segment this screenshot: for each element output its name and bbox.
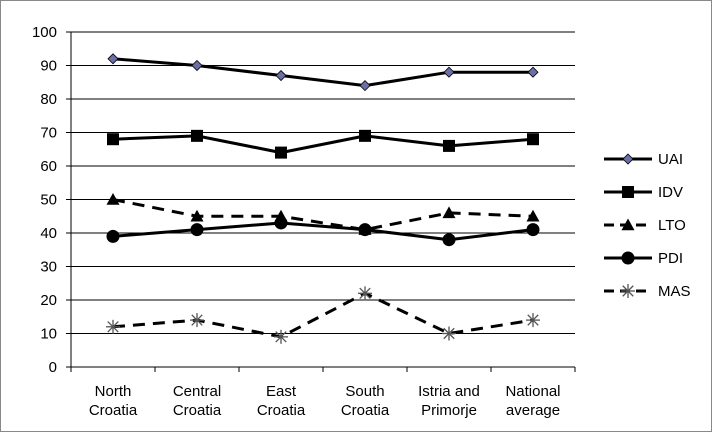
legend-item-idv: IDV <box>604 184 683 201</box>
legend-item-mas: MAS <box>604 283 691 300</box>
data-point-lto <box>442 206 456 219</box>
data-point-lto <box>190 209 204 222</box>
data-point-mas <box>106 319 120 334</box>
x-category-label-line: South <box>345 383 384 400</box>
x-category-label-line: East <box>266 383 297 400</box>
data-point-idv <box>359 129 371 142</box>
data-point-idv <box>107 133 119 146</box>
x-category-label-line: Croatia <box>89 402 138 419</box>
data-point-mas <box>526 313 540 328</box>
data-point-uai <box>527 66 539 78</box>
y-tick-label: 40 <box>40 225 57 242</box>
data-point-pdi <box>106 229 120 243</box>
data-point-pdi <box>358 223 372 237</box>
data-point-uai <box>443 66 455 78</box>
data-point-idv <box>527 133 539 146</box>
x-category-label: Istria and Primorje <box>418 383 480 419</box>
x-category-label-line: Primorje <box>421 402 477 419</box>
y-tick-label: 50 <box>40 192 57 209</box>
x-category-label-line: National <box>505 383 560 400</box>
data-point-pdi <box>526 223 540 237</box>
x-category-label-line: Central <box>173 383 221 400</box>
series-line-idv <box>112 134 534 155</box>
legend-item-uai: UAI <box>604 151 683 168</box>
legend-marker-uai <box>622 153 634 165</box>
data-point-uai <box>191 59 203 72</box>
series-mas <box>106 286 540 344</box>
data-point-mas <box>274 329 288 344</box>
x-category-label: South Croatia <box>341 383 390 419</box>
data-point-pdi <box>190 223 204 237</box>
series-line-mas <box>112 291 534 339</box>
x-category-label: East Croatia <box>257 383 306 419</box>
y-tick-label: 0 <box>49 359 57 376</box>
legend-item-pdi: PDI <box>604 250 683 267</box>
gridlines <box>71 31 575 368</box>
x-category-label: National average <box>505 383 560 419</box>
legend-label-mas: MAS <box>658 283 691 300</box>
legend-label-lto: LTO <box>658 217 686 234</box>
series-group <box>106 53 540 344</box>
series-line-lto <box>112 198 534 232</box>
y-tick-label: 100 <box>32 24 57 41</box>
legend-marker-mas <box>621 284 635 298</box>
data-point-lto <box>106 193 120 205</box>
data-point-idv <box>443 139 455 152</box>
x-category-label-line: average <box>506 402 560 419</box>
data-point-pdi <box>442 233 456 247</box>
data-point-pdi <box>274 216 288 230</box>
legend-marker-idv <box>622 186 634 198</box>
x-category-label-line: North <box>95 383 132 400</box>
x-category-label-line: Croatia <box>341 402 390 419</box>
data-point-lto <box>526 209 540 222</box>
y-axis-ticks: 0 10 20 30 40 50 60 70 80 90 100 <box>32 24 71 376</box>
data-point-mas <box>442 326 456 341</box>
x-category-label-line: Istria and <box>418 383 480 400</box>
series-uai <box>107 53 539 92</box>
y-tick-label: 10 <box>40 326 57 343</box>
x-category-label: North Croatia <box>89 383 138 419</box>
data-point-uai <box>359 80 371 92</box>
x-category-label-line: Croatia <box>257 402 306 419</box>
x-category-label: Central Croatia <box>173 383 222 419</box>
y-tick-label: 80 <box>40 91 57 108</box>
data-point-uai <box>107 53 119 65</box>
legend: UAI IDV LTO PDI MAS <box>604 151 691 300</box>
data-point-mas <box>190 313 204 328</box>
legend-label-pdi: PDI <box>658 250 683 267</box>
series-line-pdi <box>112 221 534 242</box>
data-point-idv <box>275 146 287 159</box>
y-tick-label: 70 <box>40 125 57 142</box>
data-point-uai <box>275 69 287 82</box>
series-line-uai <box>112 57 533 88</box>
legend-item-lto: LTO <box>604 217 686 234</box>
data-point-mas <box>358 286 372 301</box>
legend-label-idv: IDV <box>658 184 683 201</box>
x-category-label-line: Croatia <box>173 402 222 419</box>
legend-marker-lto <box>621 218 635 231</box>
data-point-idv <box>191 129 203 142</box>
legend-marker-pdi <box>621 251 635 265</box>
y-tick-label: 60 <box>40 158 57 175</box>
series-pdi <box>106 216 540 247</box>
y-tick-label: 20 <box>40 292 57 309</box>
y-tick-label: 90 <box>40 58 57 75</box>
legend-label-uai: UAI <box>658 151 683 168</box>
series-idv <box>107 129 539 159</box>
y-tick-label: 30 <box>40 259 57 276</box>
